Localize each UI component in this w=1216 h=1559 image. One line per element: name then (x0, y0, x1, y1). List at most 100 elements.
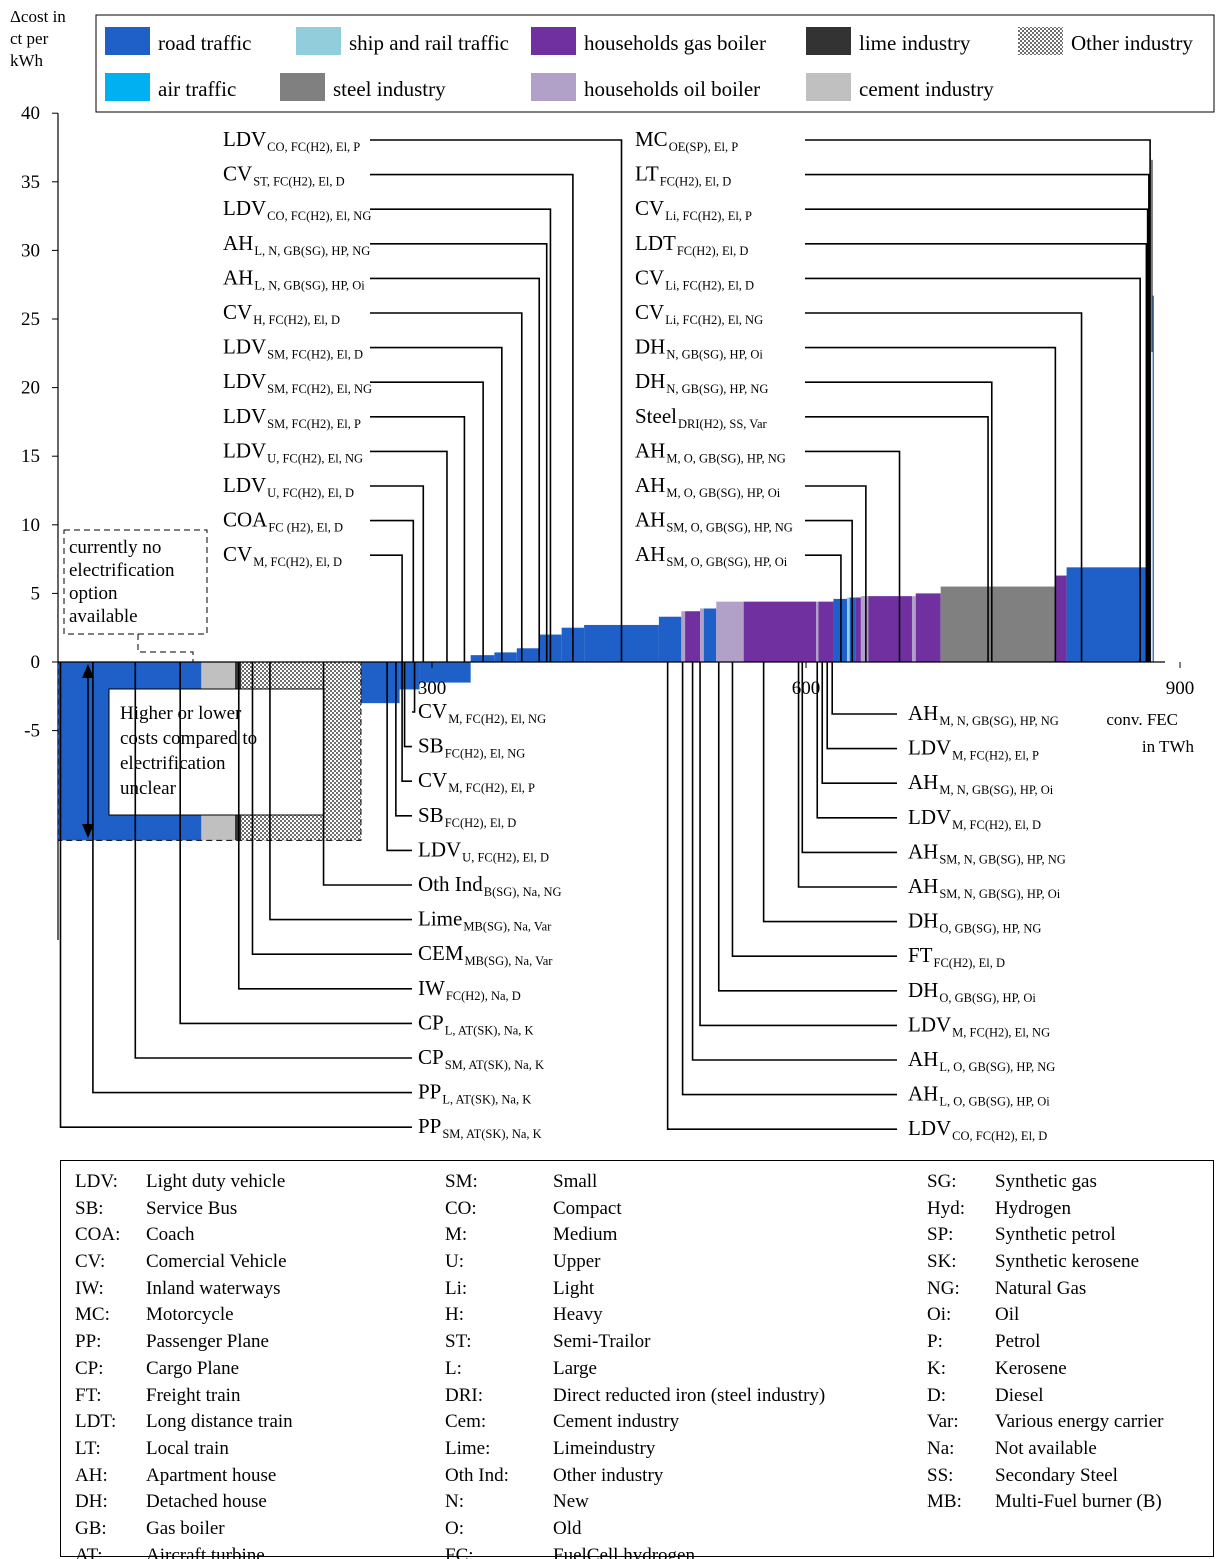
glossary-definition: Medium (553, 1224, 618, 1246)
annotation: LDVM, FC(H2), El, NG (699, 662, 1050, 1039)
annotation-label: LDVCO, FC(H2), El, D (908, 1116, 1047, 1143)
annotation-main: CV (635, 300, 664, 324)
annotation: CVM, FC(H2), El, D (223, 542, 403, 662)
annotation-sub: O, GB(SG), HP, NG (939, 922, 1041, 936)
leader-line (237, 662, 412, 990)
annotation-main: LDV (908, 1012, 951, 1036)
annotation-main: LDV (223, 335, 266, 359)
glossary-abbreviation: L: (445, 1357, 462, 1379)
glossary-abbreviation: Oi: (927, 1304, 952, 1326)
legend-label: households gas boiler (584, 31, 766, 55)
bar (940, 586, 1056, 662)
glossary-abbreviation: CP: (75, 1357, 104, 1379)
y-tick-label: 20 (21, 378, 40, 399)
annotation-label: AHM, N, GB(SG), HP, Oi (908, 770, 1054, 797)
annotation-sub: M, FC(H2), El, NG (952, 1025, 1050, 1039)
unclear-region-outline (57, 661, 362, 841)
annotation-main: AH (908, 1082, 938, 1106)
glossary-abbreviation: CO: (445, 1197, 477, 1219)
legend-swatch (280, 73, 325, 101)
leader-line (762, 662, 897, 923)
annotation-main: LDV (223, 404, 266, 428)
legend-swatch (806, 27, 851, 55)
annotation-sub: MB(SG), Na, Var (463, 920, 552, 934)
annotation-label: CVM, FC(H2), El, NG (418, 699, 546, 726)
leader-line (805, 415, 989, 662)
leader-line (386, 662, 412, 852)
bar (855, 597, 861, 662)
legend-swatch (105, 27, 150, 55)
annotation: CVLi, FC(H2), El, P (635, 196, 1149, 662)
y-tick-label: 30 (21, 240, 40, 261)
glossary-definition: Detached house (146, 1491, 267, 1513)
annotation-label: CVLi, FC(H2), El, NG (635, 300, 763, 327)
annotation-sub: FC (H2), El, D (268, 521, 343, 535)
leader-line (403, 662, 412, 748)
annotation-main: LDV (908, 1116, 951, 1140)
glossary-abbreviation: P: (927, 1331, 943, 1353)
glossary-abbreviation: LDT: (75, 1411, 117, 1433)
annotation: DHO, GB(SG), HP, Oi (717, 662, 1036, 1005)
leader-line (805, 139, 1151, 662)
x-axis-title-line: conv. FEC (1106, 710, 1178, 729)
legend-label: road traffic (158, 31, 251, 55)
bar (1066, 567, 1147, 662)
glossary-abbreviation: K: (927, 1357, 946, 1379)
glossary-definition: Diesel (995, 1384, 1044, 1406)
glossary-abbreviation: Oth Ind: (445, 1464, 509, 1486)
glossary-abbreviation: CV: (75, 1251, 106, 1273)
annotation-label: LDVU, FC(H2), El, NG (223, 438, 363, 465)
leader-line (370, 554, 403, 662)
annotation-sub: U, FC(H2), El, D (462, 850, 549, 864)
bar (700, 608, 704, 662)
annotation-label: CVH, FC(H2), El, D (223, 300, 340, 327)
annotation-sub: SM, O, GB(SG), HP, NG (666, 521, 792, 535)
legend: road traffic ship and rail traffic househo… (95, 14, 1215, 113)
bar (658, 616, 682, 662)
glossary-definition: Compact (553, 1197, 622, 1219)
leader-line (699, 662, 897, 1027)
annotation-sub: M, FC(H2), El, D (253, 555, 342, 569)
y-tick-label: 0 (31, 652, 41, 673)
y-axis-title-line: Δcost in (10, 7, 66, 26)
annotation-sub: SM, N, GB(SG), HP, NG (939, 852, 1065, 866)
annotation-main: AH (908, 874, 938, 898)
glossary-definition: Heavy (553, 1304, 603, 1326)
glossary-abbreviation: FT: (75, 1384, 102, 1406)
annotation-label: LDVCO, FC(H2), El, P (223, 127, 360, 154)
glossary-abbreviation: Lime: (445, 1437, 491, 1459)
leader-line (816, 662, 897, 819)
annotation-main: Oth Ind (418, 872, 483, 896)
glossary-definition: Semi-Trailor (553, 1331, 651, 1353)
note-unclear: Higher or lower costs compared to electrif… (108, 688, 325, 816)
leader-line (801, 662, 897, 854)
glossary-definition: Small (553, 1171, 598, 1192)
annotation-label: IWFC(H2), Na, D (418, 976, 521, 1003)
annotation: LDVCO, FC(H2), El, NG (223, 196, 552, 662)
annotation: LDVU, FC(H2), El, D (223, 473, 425, 662)
note-text: currently no (69, 537, 161, 558)
annotation-sub: M, FC(H2), El, P (952, 749, 1039, 763)
annotation-main: SB (418, 803, 444, 827)
glossary-definition: Synthetic kerosene (995, 1251, 1140, 1273)
glossary-definition: Light duty vehicle (146, 1171, 286, 1192)
annotation-sub: FC(H2), El, D (934, 956, 1006, 970)
annotation: AHM, N, GB(SG), HP, NG (831, 662, 1059, 728)
glossary-abbreviation: ST: (445, 1331, 472, 1353)
glossary-abbreviation: Cem: (445, 1411, 487, 1433)
leader-line (821, 662, 897, 785)
glossary-abbreviation: LDV: (75, 1171, 118, 1192)
note-no-option: currently noelectrificationoptionavailab… (63, 529, 208, 662)
arrow-head-up (82, 664, 94, 678)
glossary-abbreviation: Var: (927, 1411, 959, 1433)
annotation: CVLi, FC(H2), El, D (635, 265, 1141, 662)
leader-line (370, 415, 466, 662)
glossary-definition: Cargo Plane (146, 1357, 240, 1379)
annotation-main: LDV (908, 805, 951, 829)
glossary-abbreviation: U: (445, 1251, 464, 1273)
legend-item: road traffic (105, 27, 251, 55)
annotation-label: LDVU, FC(H2), El, D (418, 837, 549, 864)
annotation-main: DH (908, 978, 938, 1002)
glossary-abbreviation: FC: (445, 1544, 474, 1559)
